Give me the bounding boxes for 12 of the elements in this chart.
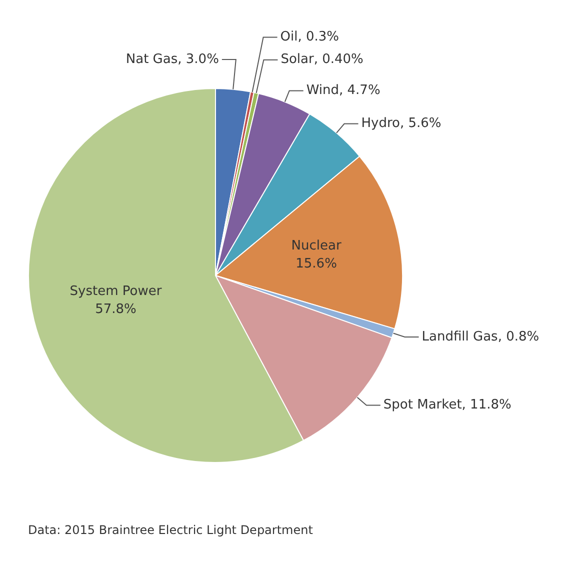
slice-label: Landfill Gas, 0.8% bbox=[422, 329, 540, 344]
slice-label: Nat Gas, 3.0% bbox=[126, 52, 219, 67]
slice-label: Spot Market, 11.8% bbox=[383, 398, 512, 413]
data-label: 15.6% bbox=[296, 256, 337, 272]
slice-label: System Power bbox=[70, 284, 162, 299]
data-label: 57.8% bbox=[95, 302, 136, 317]
text: Data: 2015 Braintree Electric Light Department bbox=[27, 523, 314, 537]
slice-label: Wind, 4.7% bbox=[306, 83, 380, 98]
slice-label: Nuclear bbox=[291, 238, 342, 254]
slice-label: Oil, 0.3% bbox=[280, 30, 340, 45]
slice-label: Hydro, 5.6% bbox=[361, 116, 442, 132]
slice-label: Solar, 0.40% bbox=[280, 52, 364, 68]
